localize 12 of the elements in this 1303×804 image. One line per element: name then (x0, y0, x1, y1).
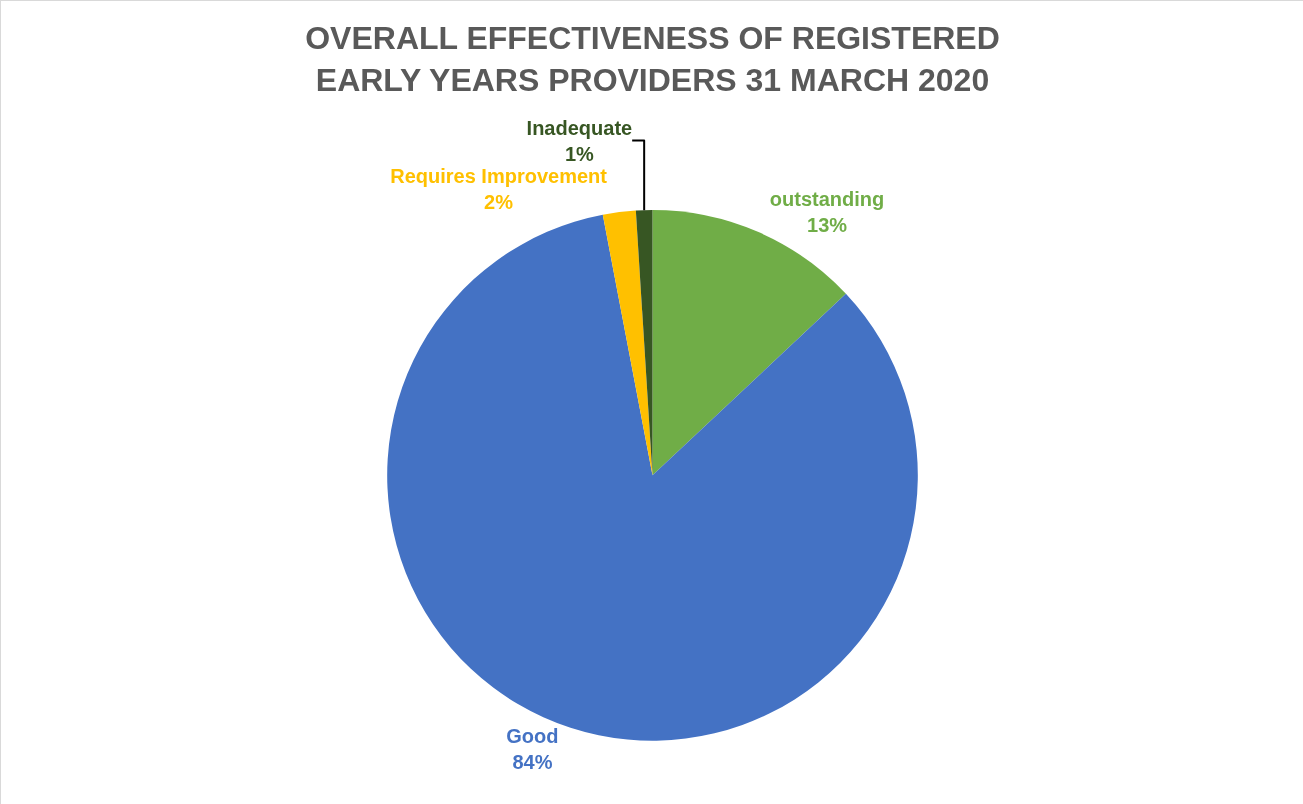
slice-label: Inadequate (526, 116, 633, 139)
data-label: 2% (484, 190, 514, 213)
pie-slice (652, 210, 846, 476)
chart-title: OVERALL EFFECTIVENESS OF REGISTERED EARLY YEARS PROVIDERS 31 MARCH 2020 (305, 20, 1000, 98)
slice-label: Requires Improvement (390, 164, 608, 187)
data-label: 84% (512, 751, 553, 774)
data-label: 1% (564, 142, 595, 165)
data-label: 13% (807, 213, 848, 236)
pie-slice (387, 214, 918, 741)
slice-label: outstanding (769, 187, 885, 210)
pie-slice (635, 210, 653, 476)
slice-label: Good (506, 725, 559, 748)
